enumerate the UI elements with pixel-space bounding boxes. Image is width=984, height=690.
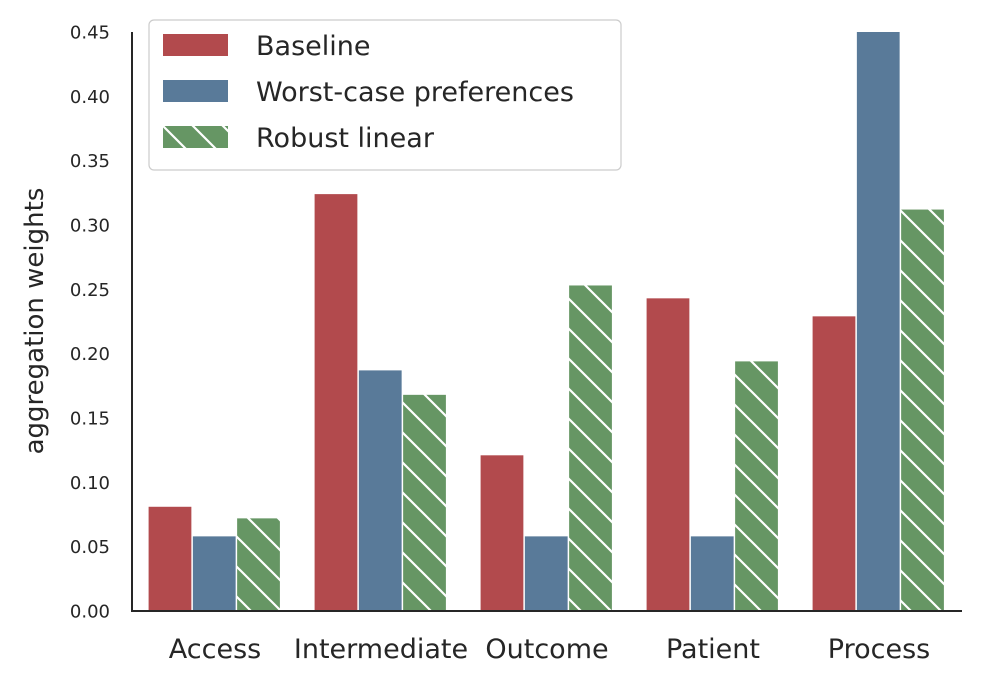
bar-robust-linear-process xyxy=(901,209,944,611)
bar-baseline-patient xyxy=(646,298,690,611)
bar-baseline-access xyxy=(148,506,192,611)
legend-frame xyxy=(148,19,622,171)
bar-worst-case-preferences-process xyxy=(856,32,900,611)
bars-layer xyxy=(148,32,944,611)
legend-label-baseline: Baseline xyxy=(256,31,370,62)
x-tick-label-outcome: Outcome xyxy=(485,634,608,665)
legend: Baseline Worst-case preferences Robust l… xyxy=(148,19,622,171)
x-tick-label-intermediate: Intermediate xyxy=(294,634,468,665)
legend-label-worst-case: Worst-case preferences xyxy=(256,77,574,108)
y-tick-label: 0.25 xyxy=(70,280,110,301)
legend-swatch-robust-linear xyxy=(163,126,228,148)
bar-worst-case-preferences-outcome xyxy=(524,536,568,611)
bar-robust-linear-patient xyxy=(735,361,778,611)
bar-baseline-outcome xyxy=(480,455,524,611)
bar-worst-case-preferences-access xyxy=(192,536,236,611)
y-axis-ticks: 0.00 0.05 0.10 0.15 0.20 0.25 0.30 0.35 0.40 0.45 xyxy=(70,23,110,623)
y-tick-label: 0.05 xyxy=(70,537,110,558)
bar-worst-case-preferences-intermediate xyxy=(358,370,402,611)
legend-label-robust-linear: Robust linear xyxy=(256,123,435,154)
bar-baseline-process xyxy=(812,316,856,611)
x-tick-label-access: Access xyxy=(169,634,261,665)
y-tick-label: 0.10 xyxy=(70,473,110,494)
y-tick-label: 0.30 xyxy=(70,216,110,237)
legend-swatch-baseline xyxy=(163,34,228,56)
y-axis-label: aggregation weights xyxy=(20,188,50,455)
x-tick-label-patient: Patient xyxy=(666,634,760,665)
y-tick-label: 0.35 xyxy=(70,151,110,172)
bar-worst-case-preferences-patient xyxy=(690,536,734,611)
y-tick-label: 0.15 xyxy=(70,409,110,430)
y-tick-label: 0.40 xyxy=(70,87,110,108)
x-tick-label-process: Process xyxy=(828,634,930,665)
bar-robust-linear-intermediate xyxy=(403,394,446,611)
bar-robust-linear-access xyxy=(237,518,280,611)
y-tick-label: 0.20 xyxy=(70,344,110,365)
bar-robust-linear-outcome xyxy=(569,285,612,611)
legend-swatch-worst-case xyxy=(163,80,228,102)
bar-baseline-intermediate xyxy=(314,194,358,611)
x-axis-ticks: Access Intermediate Outcome Patient Process xyxy=(169,634,930,665)
y-tick-label: 0.45 xyxy=(70,23,110,44)
y-tick-label: 0.00 xyxy=(70,602,110,623)
